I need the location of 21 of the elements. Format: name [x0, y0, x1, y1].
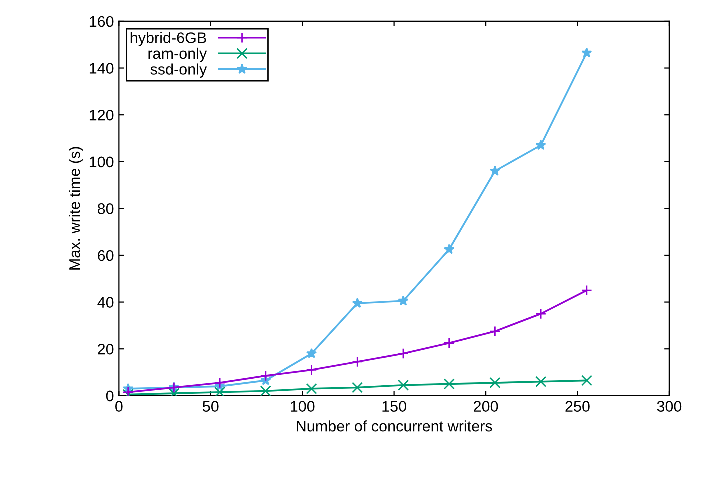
legend-label: hybrid-6GB	[130, 32, 206, 46]
y-axis-title: Max. write time (s)	[69, 147, 84, 270]
y-tick-label: 40	[98, 297, 114, 308]
legend-label: ssd-only	[150, 64, 208, 78]
y-tick-label: 160	[90, 16, 114, 28]
x-tick-label: 250	[566, 401, 590, 412]
legend-label: ram-only	[148, 48, 208, 62]
y-tick-label: 80	[98, 204, 114, 214]
y-tick-label: 120	[90, 110, 114, 121]
y-tick-label: 140	[90, 63, 114, 74]
y-tick-label: 60	[98, 250, 114, 262]
x-tick-label: 300	[657, 401, 682, 412]
y-tick-label: 100	[90, 156, 114, 168]
x-tick-label: 0	[116, 401, 123, 412]
x-tick-label: 200	[474, 401, 498, 412]
y-tick-label: 20	[98, 344, 114, 355]
x-axis-title: Number of concurrent writers	[297, 420, 492, 432]
x-tick-label: 150	[382, 401, 406, 412]
y-tick-label: 0	[106, 390, 114, 402]
x-tick-label: 100	[291, 401, 315, 412]
x-tick-label: 50	[203, 401, 219, 412]
